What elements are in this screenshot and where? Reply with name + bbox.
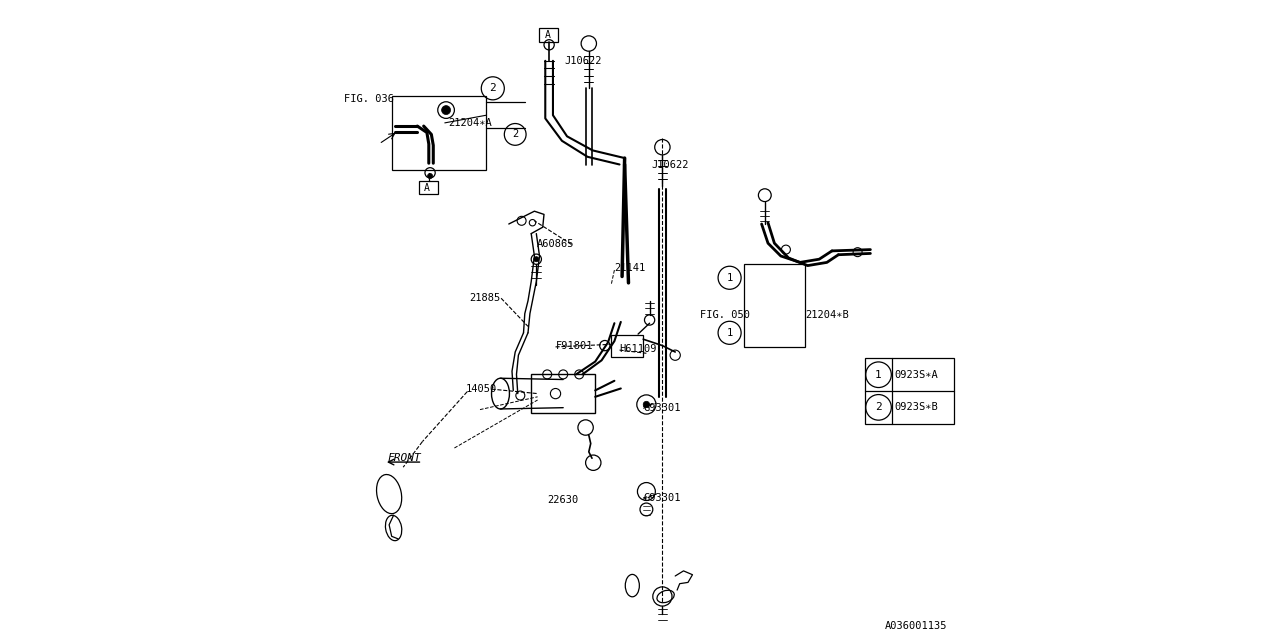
Text: 21885: 21885 <box>470 293 500 303</box>
Text: 21204∗B: 21204∗B <box>805 310 849 320</box>
Text: 1: 1 <box>876 370 882 380</box>
Text: 2: 2 <box>512 129 518 140</box>
Text: G93301: G93301 <box>644 493 681 503</box>
Bar <box>612 335 644 357</box>
Text: FIG. 036: FIG. 036 <box>344 94 394 104</box>
Circle shape <box>534 257 539 262</box>
Text: FIG. 050: FIG. 050 <box>700 310 750 320</box>
Bar <box>420 181 438 194</box>
Text: 1: 1 <box>727 328 732 338</box>
Text: 0923S∗A: 0923S∗A <box>895 370 938 380</box>
Text: A: A <box>545 29 552 40</box>
Text: A60865: A60865 <box>536 239 573 250</box>
Bar <box>865 358 954 424</box>
Text: 14050: 14050 <box>466 384 497 394</box>
Circle shape <box>643 401 650 408</box>
Text: H61109: H61109 <box>620 344 657 354</box>
Text: 21141: 21141 <box>614 262 645 273</box>
Text: J10622: J10622 <box>652 160 689 170</box>
Text: G93301: G93301 <box>644 403 681 413</box>
Text: 22630: 22630 <box>548 495 579 506</box>
Text: 2: 2 <box>489 83 497 93</box>
Text: 21204∗A: 21204∗A <box>448 118 492 128</box>
Bar <box>392 96 486 170</box>
Text: A: A <box>424 182 430 193</box>
Bar <box>539 28 558 42</box>
Text: FRONT: FRONT <box>387 452 421 463</box>
Circle shape <box>428 173 433 179</box>
Text: A036001135: A036001135 <box>884 621 947 631</box>
Text: 2: 2 <box>876 403 882 412</box>
Text: 0923S∗B: 0923S∗B <box>895 403 938 412</box>
Text: J10622: J10622 <box>564 56 602 66</box>
Text: 1: 1 <box>727 273 732 283</box>
Bar <box>744 264 805 347</box>
Text: F91801: F91801 <box>556 340 593 351</box>
Bar <box>531 374 595 413</box>
Circle shape <box>442 106 451 115</box>
